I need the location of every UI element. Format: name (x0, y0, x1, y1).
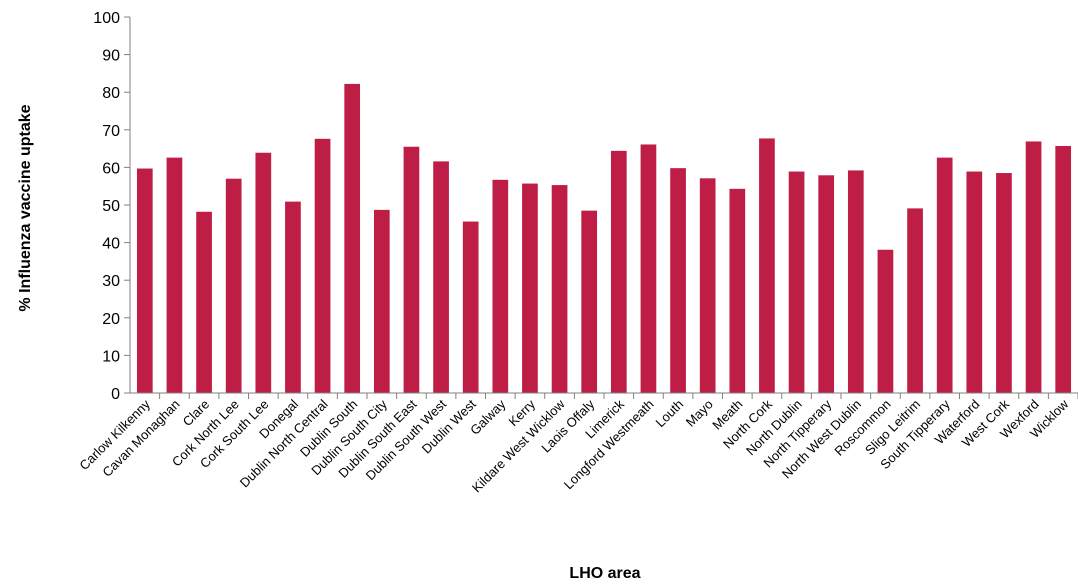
bars (136, 83, 1072, 393)
bar (699, 178, 716, 393)
bar (877, 249, 894, 393)
bar (403, 146, 420, 393)
bar (759, 138, 775, 393)
bar (373, 209, 390, 393)
bar (996, 173, 1012, 393)
bar (640, 144, 657, 393)
bar (966, 171, 983, 393)
y-tick-label: 60 (102, 160, 120, 177)
y-tick-label: 100 (93, 10, 120, 27)
y-tick-label: 80 (102, 85, 120, 102)
x-tick-label: Louth (653, 397, 687, 431)
y-tick-label: 50 (102, 198, 120, 215)
bar (314, 138, 331, 393)
bar (136, 168, 153, 393)
bar (936, 157, 953, 393)
y-axis-title: % Influenza vaccine uptake (17, 104, 34, 311)
bar (847, 170, 864, 393)
bar (492, 179, 509, 393)
bar (818, 175, 835, 393)
y-tick-label: 20 (102, 311, 120, 328)
bar (344, 83, 361, 393)
y-tick-label: 70 (102, 123, 120, 140)
bar (610, 150, 627, 393)
bar (225, 178, 242, 393)
bar (196, 211, 212, 393)
bar (166, 157, 183, 393)
bar (522, 183, 538, 393)
bar (907, 208, 923, 393)
y-tick-label: 0 (111, 386, 120, 403)
bar (551, 185, 568, 393)
y-tick-label: 40 (102, 236, 120, 253)
bar (1055, 145, 1072, 393)
x-axis-title: LHO area (569, 565, 640, 582)
bar (729, 188, 746, 393)
bar (285, 201, 301, 393)
y-axis: 0 10 20 30 40 50 60 70 80 90 100 (93, 10, 131, 403)
bar (1025, 141, 1042, 393)
bar (255, 152, 272, 393)
y-tick-label: 30 (102, 273, 120, 290)
bar (788, 171, 805, 393)
bar (670, 168, 686, 393)
y-tick-label: 10 (102, 348, 120, 365)
bar (581, 210, 598, 393)
bar (462, 221, 479, 393)
bar (433, 161, 449, 393)
y-tick-label: 90 (102, 48, 120, 65)
